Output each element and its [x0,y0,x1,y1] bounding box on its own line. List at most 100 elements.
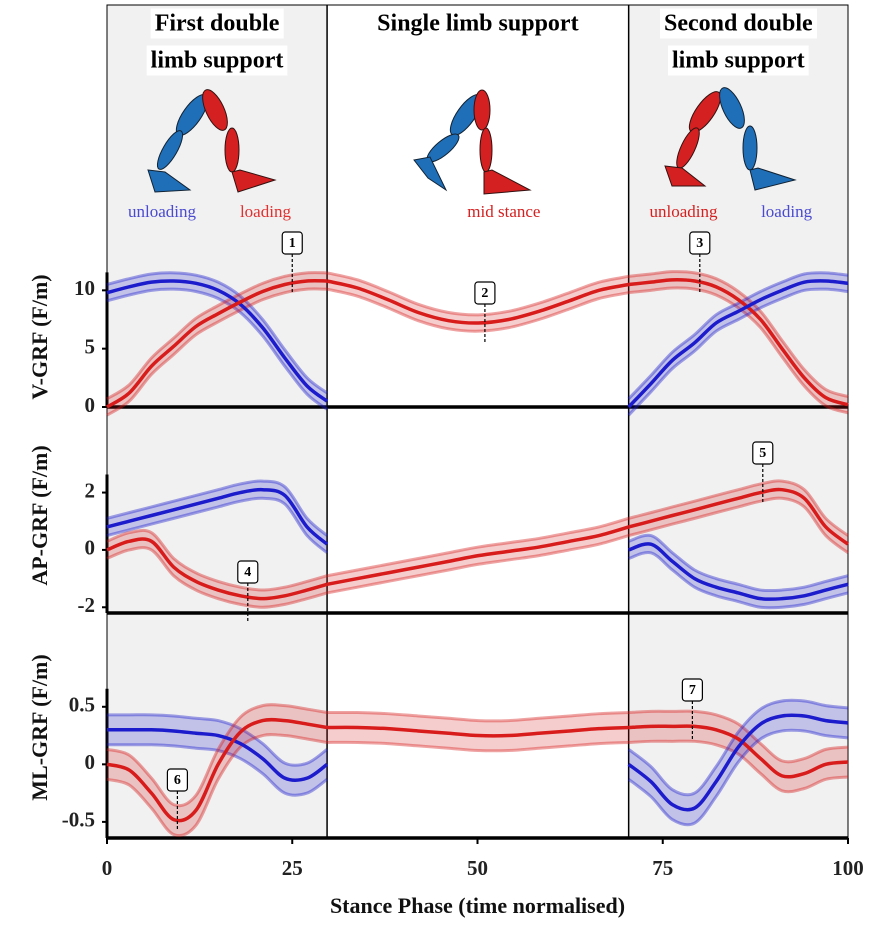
band-edge [326,271,629,317]
leg-icon [479,127,493,173]
y-tick-label: 0 [85,536,96,560]
mean-line [628,487,850,546]
mean-line [627,279,849,409]
band-edge [106,546,328,609]
band [107,714,328,796]
y-axis-label: AP-GRF (F/m) [27,445,52,585]
annotation-box [166,768,188,792]
band-edge [327,710,629,723]
annotation-label: 7 [689,683,696,698]
band-edge [628,479,849,537]
band-edge [106,287,328,417]
x-tick-label: 50 [467,856,488,880]
band-edge [106,733,328,838]
phase-title: First double [155,11,280,37]
leg-icon [664,165,707,187]
band-edge [107,713,328,767]
band-edge [326,287,629,333]
leg-icon [749,167,797,191]
band [628,535,848,608]
band [327,712,629,751]
annotation-box [689,231,711,255]
mean-line [106,537,328,601]
y-tick-label: 0.5 [69,693,95,717]
phase-note: mid stance [467,202,540,221]
y-tick-label: 10 [74,276,95,300]
band-edge [106,496,329,554]
x-axis-label: Stance Phase (time normalised) [330,893,625,918]
phase-note: loading [761,202,812,221]
mean-line [106,278,328,409]
annotation-label: 4 [244,565,251,580]
annotation-box [281,231,303,255]
x-tick-label: 0 [102,856,113,880]
y-tick-label: -2 [78,593,96,617]
band-edge [327,740,629,753]
background [107,5,848,838]
annotation-box [237,560,259,584]
leg-icon [483,169,532,195]
band-edge [628,286,849,415]
annotation-label: 2 [481,286,488,301]
y-axis-label: V-GRF (F/m) [27,274,52,399]
mean-line [106,717,328,823]
band-edge [107,743,328,797]
mean-line [106,279,329,403]
band-edge [628,496,849,554]
mean-line [627,713,849,812]
band-edge [628,709,849,764]
mean-line [327,725,629,738]
band-edge [106,287,328,411]
leg-icon [742,125,758,171]
y-axis-label: ML-GRF (F/m) [27,654,52,800]
band [628,272,848,416]
leg-icon [202,89,228,131]
band-edge [627,698,849,797]
title-bg [667,45,809,76]
annotation-box [752,441,774,465]
band-edge [326,516,630,578]
phase-shade [107,5,328,838]
band-edge [627,728,849,827]
band-edge [628,270,849,398]
y-tick-label: 0 [85,750,96,774]
leg-icons [147,87,797,195]
title-bg [150,8,284,39]
band-edge [106,271,328,395]
band-edge [628,739,849,794]
band-edge [628,550,849,610]
phase-title: Second double [664,11,813,37]
leg-icon [719,87,745,129]
phase-note: unloading [128,202,196,221]
band-edge [106,703,328,808]
y-tick-label: 0 [85,393,96,417]
band-edge [326,534,630,595]
phase-title: limb support [672,48,805,74]
leg-icon [413,156,448,192]
band [628,700,848,825]
band [107,530,328,608]
phase-title: limb support [151,48,284,74]
band [628,711,848,792]
leg-icon [224,127,240,173]
mean-line [628,724,849,779]
band-edge [106,479,329,537]
annotation-box [474,281,496,305]
mean-line [326,525,630,587]
mean-line [107,727,329,782]
annotation-box [681,678,703,702]
y-tick-label: 2 [85,478,96,502]
mean-line [628,542,849,601]
mean-line [106,487,329,546]
leg-icon [473,89,491,131]
annotation-label: 3 [696,236,703,251]
band [107,272,328,416]
band-edge [106,271,328,401]
annotation-label: 1 [289,236,296,251]
band-edge [106,528,328,592]
title-bg [659,8,818,39]
band-edge [627,287,849,417]
band [628,480,848,553]
leg-icon [147,169,192,193]
